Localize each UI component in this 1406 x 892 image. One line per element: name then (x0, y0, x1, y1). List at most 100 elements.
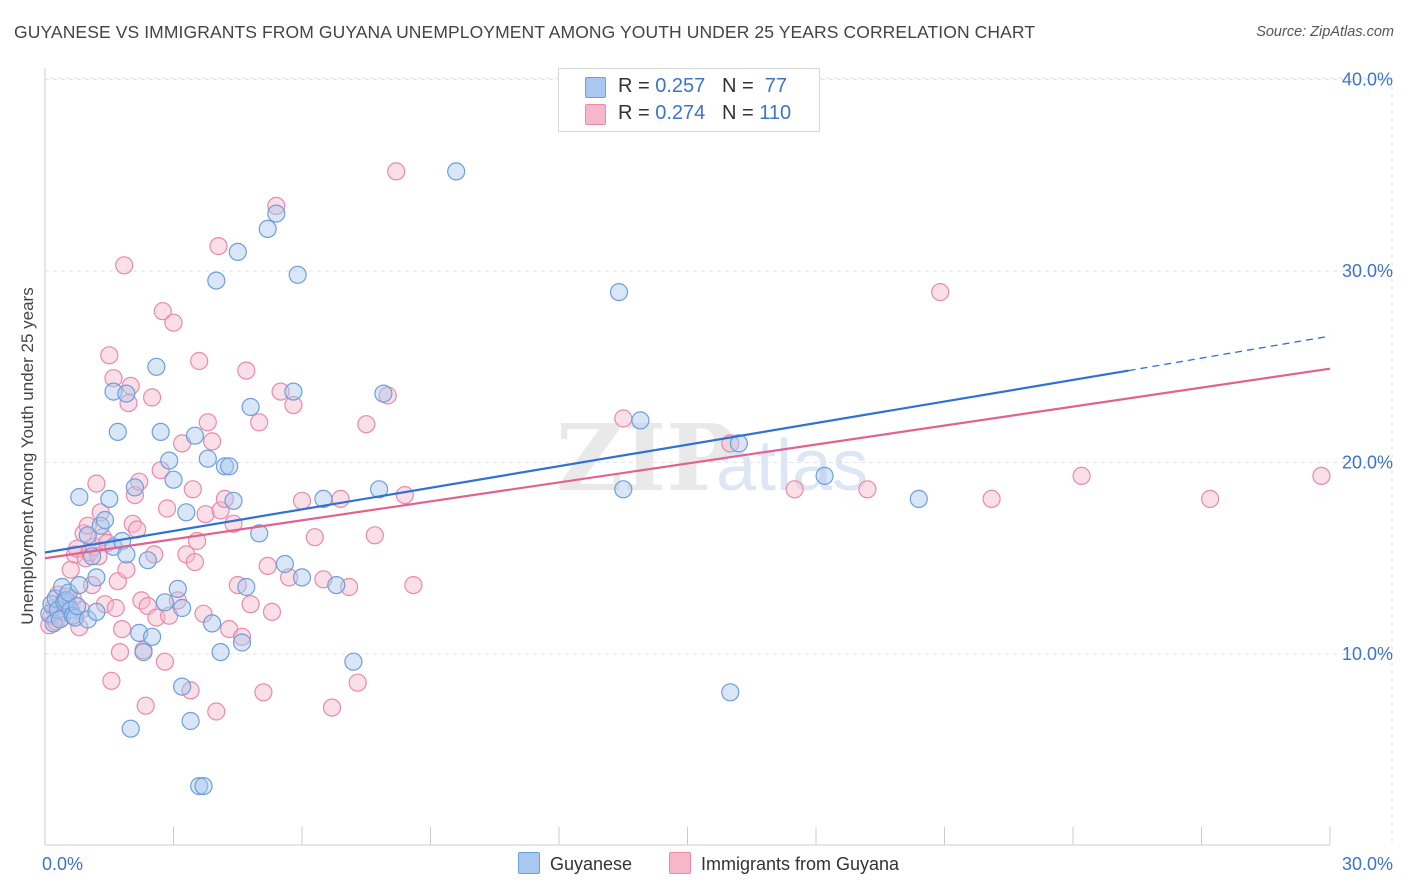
guyanese-point-31 (125, 478, 144, 497)
legend-item-guyanese: Guyanese (518, 852, 632, 875)
guyanese-point-13 (67, 596, 87, 616)
guyanese-point-15 (70, 487, 89, 507)
immigrants-point-45 (136, 696, 155, 715)
immigrants-point-81 (262, 602, 282, 622)
immigrants-point-66 (198, 413, 217, 432)
guyanese-point-68 (327, 575, 346, 595)
guyanese-point-65 (288, 265, 307, 284)
immigrants-point-103 (931, 283, 950, 302)
guyanese-point-59 (241, 397, 260, 417)
legend-n-label: N = (721, 75, 760, 97)
guyanese-point-60 (250, 524, 269, 543)
immigrants-point-36 (117, 560, 136, 579)
legend-n-value: 77 (764, 75, 788, 97)
legend-n-value: 110 (759, 102, 792, 124)
guyanese-point-29 (117, 545, 136, 564)
immigrants-point-105 (1072, 466, 1091, 485)
guyanese-point-22 (95, 510, 115, 530)
guyanese-point-26 (108, 422, 127, 441)
legend-r-value: 0.274 (655, 102, 706, 124)
guyanese-point-20 (87, 602, 106, 622)
immigrants-point-76 (237, 361, 256, 380)
guyanese-point-39 (160, 451, 179, 470)
immigrants-point-79 (254, 683, 273, 702)
immigrants-point-87 (305, 528, 324, 547)
guyanese-point-56 (228, 242, 247, 261)
legend-swatch-pink (585, 104, 606, 125)
immigrants-point-31 (106, 598, 125, 618)
guyanese-point-75 (631, 411, 650, 430)
immigrants-point-106 (1200, 489, 1220, 508)
legend-label-immigrants: Immigrants from Guyana (701, 854, 900, 874)
immigrants-point-67 (203, 432, 222, 451)
guyanese-point-47 (190, 776, 209, 796)
guyanese-point-41 (168, 579, 187, 599)
immigrants-point-94 (365, 526, 384, 545)
guyanese-point-51 (207, 271, 226, 290)
immigrants-point-51 (153, 302, 172, 321)
guyanese-point-50 (203, 614, 222, 633)
immigrants-point-83 (271, 382, 290, 401)
guyanese-point-49 (198, 449, 217, 468)
immigrants-point-61 (185, 552, 204, 572)
guyanese-point-70 (370, 480, 389, 499)
guyanese-point-40 (164, 470, 183, 489)
trend-line-guyanese (44, 369, 1129, 554)
guyanese-point-37 (151, 422, 170, 441)
immigrants-point-70 (211, 501, 230, 520)
immigrants-point-69 (209, 237, 228, 256)
guyanese-point-48 (194, 776, 213, 796)
immigrants-point-75 (232, 627, 252, 646)
series-guyanese-points (40, 162, 928, 796)
legend-n-label: N = (721, 102, 760, 124)
guyanese-point-42 (173, 598, 192, 618)
legend-r-value: 0.257 (655, 75, 706, 97)
guyanese-point-28 (117, 384, 136, 403)
immigrants-point-96 (387, 162, 406, 181)
immigrants-point-53 (158, 499, 177, 518)
correlation-legend: R = 0.257 N = 77 R = 0.274 N = 110 (558, 68, 820, 132)
y-tick-label: 30.0% (1342, 261, 1393, 281)
immigrants-point-68 (207, 702, 226, 721)
guyanese-point-69 (344, 652, 363, 671)
immigrants-point-63 (190, 351, 209, 371)
immigrants-point-10 (61, 560, 80, 579)
legend-r-label: R = (618, 75, 656, 97)
trend-lines (44, 335, 1331, 560)
immigrants-point-18 (78, 516, 97, 535)
guyanese-point-62 (267, 204, 286, 223)
immigrants-point-34 (112, 619, 132, 639)
immigrants-point-86 (292, 491, 312, 510)
guyanese-point-78 (815, 466, 834, 485)
guyanese-point-73 (609, 283, 629, 302)
guyanese-point-30 (121, 719, 140, 738)
guyanese-point-33 (134, 642, 153, 662)
guyanese-point-67 (314, 489, 333, 508)
immigrants-point-107 (1312, 466, 1331, 485)
guyanese-point-72 (447, 162, 466, 181)
guyanese-point-43 (173, 677, 192, 696)
legend-swatch-blue (518, 852, 540, 874)
series-legend: Guyanese Immigrants from Guyana (0, 852, 1406, 878)
immigrants-point-30 (104, 369, 123, 388)
guyanese-point-38 (155, 593, 174, 612)
guyanese-point-36 (147, 357, 166, 376)
immigrants-point-59 (181, 681, 200, 700)
immigrants-point-85 (284, 396, 303, 415)
y-tick-label: 10.0% (1342, 644, 1393, 664)
immigrants-point-22 (87, 474, 106, 493)
immigrants-point-60 (183, 480, 202, 499)
guyanese-point-61 (258, 219, 277, 238)
legend-swatch-pink (669, 852, 691, 874)
y-tick-label: 20.0% (1342, 453, 1393, 473)
source-credit: Source: ZipAtlas.com (1256, 24, 1394, 40)
immigrants-point-101 (785, 480, 804, 499)
immigrants-point-80 (258, 556, 277, 576)
watermark-zip: ZIP (556, 404, 735, 512)
guyanese-point-55 (224, 491, 243, 510)
immigrants-point-92 (348, 673, 367, 692)
immigrants-point-40 (125, 486, 144, 505)
immigrants-point-52 (155, 652, 174, 671)
